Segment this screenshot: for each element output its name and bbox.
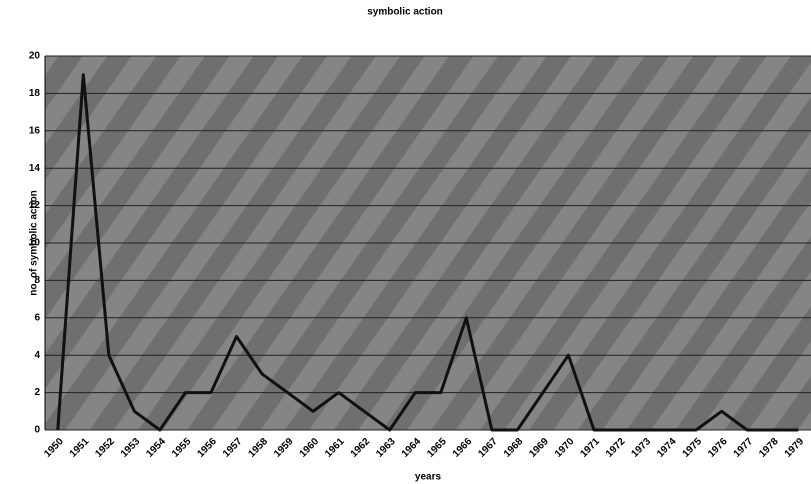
x-axis-label: years xyxy=(415,472,442,483)
x-tick-label: 1974 xyxy=(655,436,679,460)
x-tick-label: 1971 xyxy=(578,436,602,460)
x-tick-label: 1956 xyxy=(195,436,219,460)
y-tick-label: 16 xyxy=(29,125,41,136)
x-tick-label: 1966 xyxy=(451,436,475,460)
y-tick-label: 0 xyxy=(34,425,40,436)
data-line xyxy=(56,73,799,432)
y-tick-label: 8 xyxy=(34,275,40,286)
y-tick-label: 14 xyxy=(29,163,41,174)
y-tick-label: 2 xyxy=(34,387,40,398)
x-tick-label: 1979 xyxy=(783,436,807,460)
x-tick-label: 1965 xyxy=(425,436,449,460)
x-tick-label: 1955 xyxy=(170,436,194,460)
x-tick-label: 1972 xyxy=(604,436,628,460)
x-tick-label: 1951 xyxy=(68,436,92,460)
x-tick-label: 1957 xyxy=(221,436,245,460)
x-tick-label: 1952 xyxy=(93,436,117,460)
x-tick-label: 1960 xyxy=(298,436,322,460)
x-tick-label: 1963 xyxy=(374,436,398,460)
y-tick-label: 12 xyxy=(29,200,41,211)
y-tick-label: 6 xyxy=(34,312,40,323)
x-tick-label: 1958 xyxy=(247,436,271,460)
x-tick-label: 1962 xyxy=(349,436,373,460)
y-tick-label: 10 xyxy=(29,238,41,249)
x-tick-label: 1968 xyxy=(502,436,526,460)
x-tick-label: 1978 xyxy=(757,436,781,460)
y-tick-label: 4 xyxy=(34,350,40,361)
x-tick-label: 1959 xyxy=(272,436,296,460)
x-tick-label: 1961 xyxy=(323,436,347,460)
y-axis-label: no. of symbolic action xyxy=(29,190,40,296)
x-tick-label: 1964 xyxy=(400,436,424,460)
chart-title: symbolic action xyxy=(367,7,443,18)
y-tick-label: 20 xyxy=(29,51,41,62)
x-tick-label: 1975 xyxy=(681,436,705,460)
x-tick-label: 1973 xyxy=(630,436,654,460)
x-tick-label: 1977 xyxy=(732,436,756,460)
x-tick-label: 1950 xyxy=(42,436,66,460)
x-tick-label: 1954 xyxy=(144,436,168,460)
y-tick-label: 18 xyxy=(29,88,41,99)
x-tick-label: 1976 xyxy=(706,436,730,460)
x-tick-label: 1969 xyxy=(527,436,551,460)
x-tick-label: 1953 xyxy=(119,436,143,460)
x-tick-label: 1970 xyxy=(553,436,577,460)
x-tick-label: 1967 xyxy=(476,436,500,460)
